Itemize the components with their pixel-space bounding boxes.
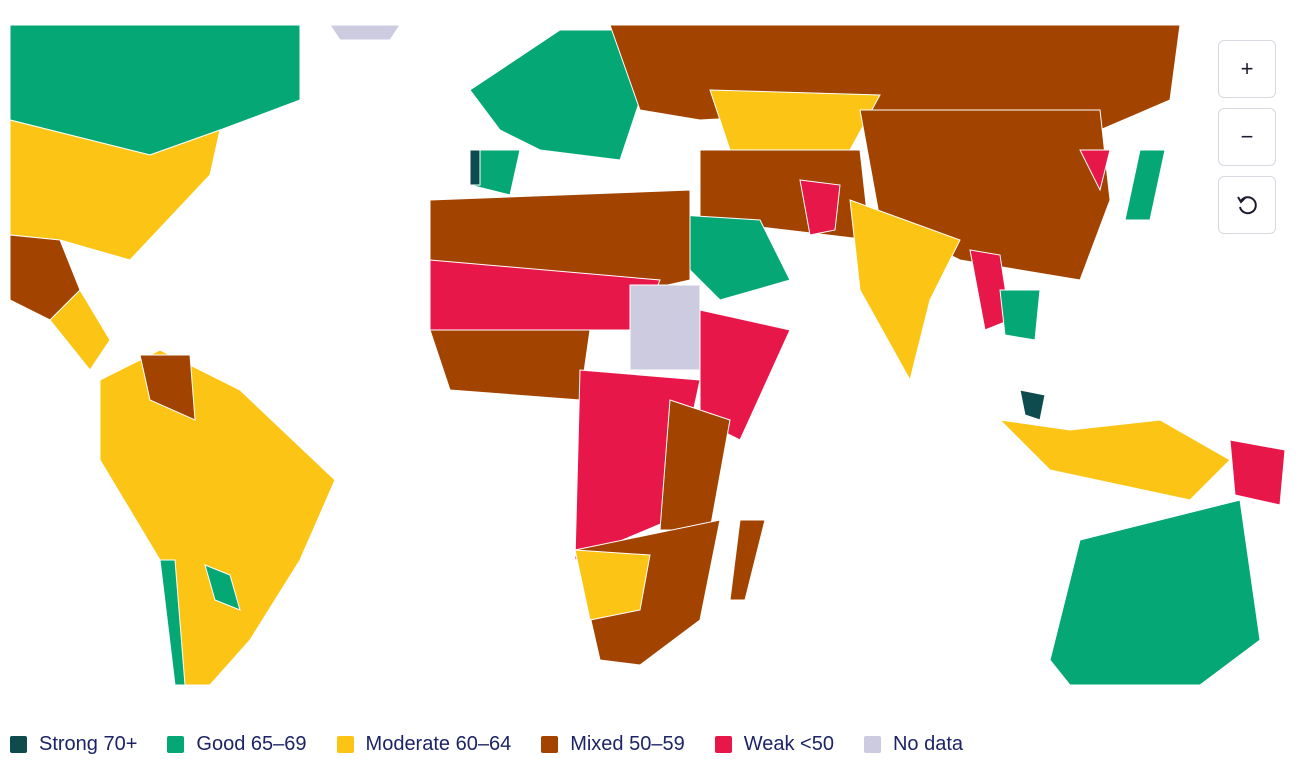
country-region [49, 289, 111, 371]
reset-icon [1237, 196, 1257, 215]
country-region [709, 89, 881, 151]
country-region [329, 24, 401, 41]
legend: Strong 70+ Good 65–69 Moderate 60–64 Mixed … [10, 733, 993, 756]
country-region [799, 179, 841, 236]
country-region [159, 559, 186, 686]
country-region [139, 354, 196, 421]
country-region [204, 564, 241, 611]
legend-swatch [863, 736, 881, 753]
zoom-out-button[interactable]: − [1218, 108, 1276, 166]
legend-label: No data [892, 733, 964, 755]
country-region [1079, 149, 1111, 192]
legend-item: Strong 70+ [10, 733, 137, 756]
country-region [699, 309, 791, 441]
zoom-in-button[interactable]: + [1218, 40, 1276, 98]
country-region [99, 349, 336, 686]
country-region [1019, 389, 1046, 421]
legend-label: Good 65–69 [196, 733, 307, 755]
legend-label: Strong 70+ [39, 733, 138, 755]
legend-label: Weak <50 [743, 733, 834, 755]
world-map [9, 24, 1286, 686]
legend-swatch [167, 736, 185, 753]
legend-label: Mixed 50–59 [570, 733, 685, 755]
country-region [574, 549, 651, 621]
country-region [429, 329, 591, 401]
legend-item: Mixed 50–59 [541, 733, 685, 756]
country-region [1049, 499, 1261, 686]
legend-label: Moderate 60–64 [365, 733, 512, 755]
legend-swatch [541, 736, 559, 753]
country-region [729, 519, 766, 601]
legend-item: Weak <50 [714, 733, 834, 756]
legend-item: No data [863, 733, 964, 756]
country-region [659, 399, 731, 531]
country-region [1229, 439, 1286, 506]
country-region [469, 29, 641, 161]
legend-item: Moderate 60–64 [336, 733, 512, 756]
country-region [1124, 149, 1166, 221]
legend-swatch [714, 736, 732, 753]
legend-swatch [10, 736, 27, 753]
country-region [849, 199, 961, 382]
country-region [469, 149, 481, 186]
country-region [629, 284, 701, 371]
country-region [999, 289, 1041, 341]
country-region [998, 419, 1231, 501]
legend-item: Good 65–69 [167, 733, 307, 756]
reset-button[interactable] [1218, 176, 1276, 234]
legend-swatch [336, 736, 354, 753]
